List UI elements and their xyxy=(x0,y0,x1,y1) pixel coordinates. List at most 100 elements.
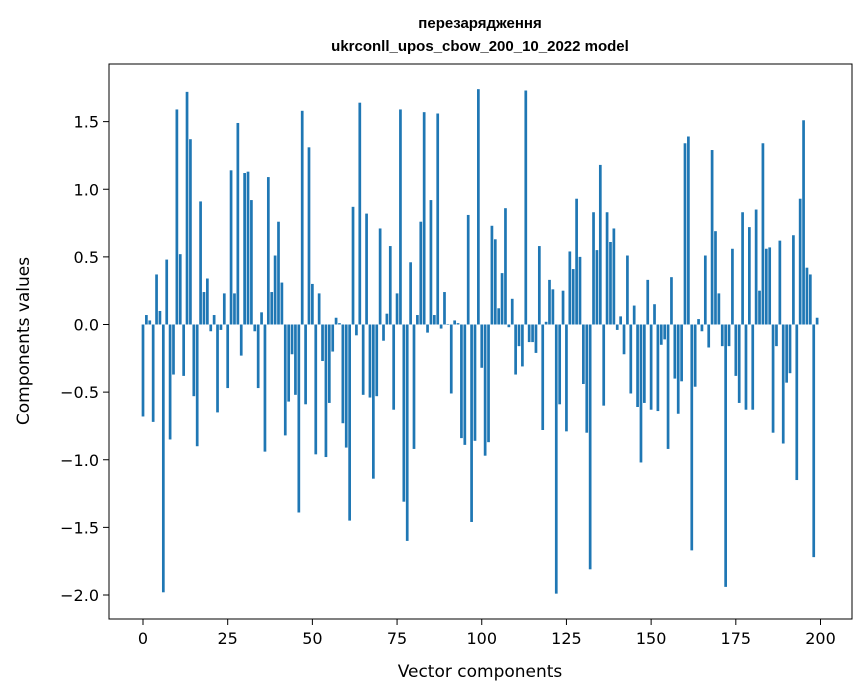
bar-74 xyxy=(392,324,396,410)
bar-192 xyxy=(792,235,795,325)
x-tick-label: 100 xyxy=(466,629,497,648)
bar-95 xyxy=(463,324,467,445)
bar-188 xyxy=(778,240,782,325)
bar-126 xyxy=(568,251,572,325)
bar-92 xyxy=(453,320,457,325)
bar-139 xyxy=(612,228,616,325)
bar-110 xyxy=(514,324,517,375)
bar-8 xyxy=(168,324,172,440)
bar-106 xyxy=(500,273,504,325)
bar-195 xyxy=(802,120,805,325)
bar-78 xyxy=(405,324,409,541)
bar-70 xyxy=(378,228,382,325)
bar-116 xyxy=(534,324,538,353)
bar-153 xyxy=(659,324,663,345)
bar-50 xyxy=(311,283,314,325)
x-tick-label: 150 xyxy=(636,629,667,648)
bar-24 xyxy=(222,293,226,325)
bar-111 xyxy=(517,324,521,347)
bar-22 xyxy=(216,324,219,413)
x-axis-label: Vector components xyxy=(398,662,563,682)
bar-39 xyxy=(273,255,277,325)
bar-20 xyxy=(209,324,213,332)
bar-41 xyxy=(280,282,284,325)
bar-28 xyxy=(236,122,240,325)
bar-35 xyxy=(260,312,263,325)
bar-59 xyxy=(341,324,345,424)
bar-163 xyxy=(693,324,697,387)
bar-194 xyxy=(798,198,802,325)
bar-138 xyxy=(609,242,612,325)
bar-165 xyxy=(700,324,704,332)
bar-152 xyxy=(656,324,660,412)
bar-47 xyxy=(300,110,304,325)
bar-158 xyxy=(676,324,680,414)
bar-31 xyxy=(246,171,250,325)
bar-40 xyxy=(277,221,280,325)
bar-90 xyxy=(446,324,450,325)
bar-101 xyxy=(483,324,487,456)
bar-43 xyxy=(287,324,291,402)
bar-53 xyxy=(321,324,324,362)
bar-136 xyxy=(602,324,606,406)
bar-73 xyxy=(388,246,392,325)
bar-97 xyxy=(470,324,473,522)
bar-23 xyxy=(219,324,223,330)
bar-175 xyxy=(734,324,738,376)
bar-17 xyxy=(199,201,202,325)
bar-19 xyxy=(206,278,209,325)
bar-187 xyxy=(775,324,778,347)
bar-12 xyxy=(182,324,186,376)
bar-64 xyxy=(358,102,362,325)
bar-161 xyxy=(687,136,690,325)
bar-168 xyxy=(710,150,714,325)
bar-63 xyxy=(355,324,358,336)
bar-169 xyxy=(714,231,717,325)
bar-10 xyxy=(175,109,179,325)
bar-2 xyxy=(148,320,152,325)
bar-15 xyxy=(192,324,196,397)
bar-16 xyxy=(195,324,199,447)
bar-3 xyxy=(151,324,155,422)
bar-146 xyxy=(636,324,639,407)
bar-88 xyxy=(439,324,443,329)
y-tick-label: 1.0 xyxy=(74,180,99,199)
x-tick-label: 50 xyxy=(302,629,322,648)
bar-112 xyxy=(521,324,524,367)
bar-123 xyxy=(558,324,562,405)
bar-83 xyxy=(422,112,426,325)
bar-150 xyxy=(649,324,653,410)
y-axis-label: Components values xyxy=(14,257,34,425)
bar-199 xyxy=(815,317,819,325)
bar-99 xyxy=(477,89,480,325)
bar-91 xyxy=(449,324,453,394)
bar-25 xyxy=(226,324,230,389)
bar-113 xyxy=(524,90,528,325)
y-tick-label: −0.5 xyxy=(60,383,99,402)
bar-118 xyxy=(541,324,545,430)
bar-154 xyxy=(663,324,667,340)
bar-6 xyxy=(161,324,165,593)
y-tick-label: −1.5 xyxy=(60,518,99,537)
bar-129 xyxy=(578,256,582,325)
plot-frame xyxy=(108,63,853,620)
bar-93 xyxy=(456,323,460,325)
bar-80 xyxy=(412,324,416,449)
bar-131 xyxy=(585,324,589,433)
bar-137 xyxy=(605,212,609,325)
bar-130 xyxy=(582,324,585,385)
bar-174 xyxy=(731,248,734,325)
bar-37 xyxy=(266,177,270,325)
bar-181 xyxy=(754,209,758,325)
bar-185 xyxy=(768,247,772,325)
bar-108 xyxy=(507,324,511,328)
bar-170 xyxy=(717,293,721,325)
bar-62 xyxy=(351,206,355,325)
bar-160 xyxy=(683,143,687,325)
bar-27 xyxy=(233,293,236,325)
bar-145 xyxy=(632,305,636,325)
bar-115 xyxy=(531,324,534,343)
bar-157 xyxy=(673,324,677,379)
